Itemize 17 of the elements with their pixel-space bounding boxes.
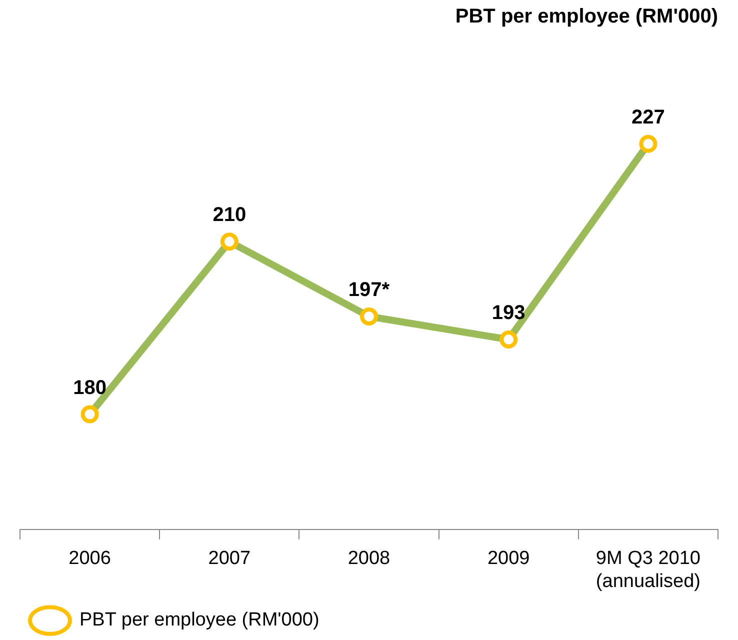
x-tick-label: 2009 — [487, 548, 530, 570]
x-tick-label: 2006 — [68, 548, 111, 570]
point — [360, 307, 378, 326]
x-tick-label: 2008 — [348, 548, 390, 570]
point — [80, 405, 99, 424]
point — [639, 134, 658, 153]
point — [500, 330, 518, 348]
data-label: 210 — [212, 204, 246, 226]
x-tick-label: 2007 — [208, 548, 251, 570]
point — [220, 232, 238, 251]
chart-title: PBT per employee (RM'000) — [455, 6, 718, 28]
data-label: 227 — [632, 106, 665, 128]
data-label: 193 — [492, 302, 526, 324]
data-label: 197* — [348, 278, 390, 301]
legend-label: PBT per employee (RM'000) — [80, 610, 320, 631]
x-tick-label: 9M Q3 2010 (annualised) — [596, 548, 700, 592]
data-label: 180 — [73, 376, 106, 399]
